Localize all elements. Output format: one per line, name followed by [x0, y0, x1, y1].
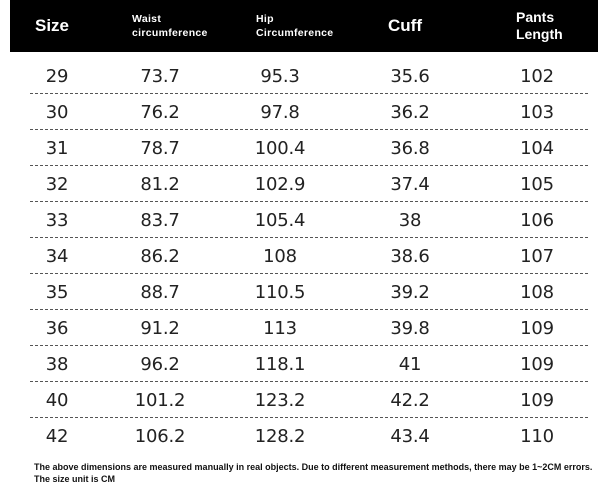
table-cell: 39.2: [390, 282, 430, 303]
table-cell: 110.5: [254, 282, 306, 303]
size-table-header: Size Waist circumference Hip Circumferen…: [10, 0, 598, 52]
table-cell: 97.8: [260, 102, 300, 123]
table-cell: 105.4: [254, 210, 306, 231]
table-row: 42 106.2 128.2 43.4 110: [30, 418, 588, 454]
table-cell: 42: [45, 426, 69, 447]
table-cell: 95.3: [260, 66, 300, 87]
table-row: 36 91.2 113 39.8 109: [30, 310, 588, 346]
table-cell: 113: [263, 318, 297, 339]
table-cell: 34: [45, 246, 69, 267]
header-pants-length: Pants Length: [516, 0, 586, 52]
header-size: Size: [35, 0, 105, 52]
table-cell: 101.2: [134, 390, 186, 411]
table-cell: 33: [45, 210, 69, 231]
table-cell: 40: [45, 390, 69, 411]
table-row: 38 96.2 118.1 41 109: [30, 346, 588, 382]
table-row: 35 88.7 110.5 39.2 108: [30, 274, 588, 310]
table-row: 34 86.2 108 38.6 107: [30, 238, 588, 274]
header-size-label: Size: [35, 16, 70, 35]
table-cell: 42.2: [390, 390, 430, 411]
table-cell: 35.6: [390, 66, 430, 87]
table-cell: 102.9: [254, 174, 306, 195]
header-pants-length-label: Pants Length: [516, 9, 563, 42]
table-cell: 36: [45, 318, 69, 339]
table-cell: 109: [520, 390, 554, 411]
table-cell: 128.2: [254, 426, 306, 447]
table-cell: 29: [45, 66, 69, 87]
table-cell: 110: [520, 426, 554, 447]
table-cell: 31: [45, 138, 69, 159]
table-cell: 76.2: [140, 102, 180, 123]
table-cell: 106.2: [134, 426, 186, 447]
table-row: 30 76.2 97.8 36.2 103: [30, 94, 588, 130]
table-cell: 38: [398, 210, 422, 231]
table-row: 40 101.2 123.2 42.2 109: [30, 382, 588, 418]
table-cell: 36.2: [390, 102, 430, 123]
table-cell: 41: [398, 354, 422, 375]
table-cell: 108: [520, 282, 554, 303]
table-cell: 106: [520, 210, 554, 231]
table-cell: 78.7: [140, 138, 180, 159]
table-row: 29 73.7 95.3 35.6 102: [30, 58, 588, 94]
table-cell: 81.2: [140, 174, 180, 195]
header-cuff: Cuff: [388, 0, 468, 52]
table-cell: 100.4: [254, 138, 306, 159]
table-cell: 104: [520, 138, 554, 159]
header-cuff-label: Cuff: [388, 16, 422, 35]
table-cell: 118.1: [254, 354, 306, 375]
table-cell: 109: [520, 354, 554, 375]
header-waist-label: Waist circumference: [132, 13, 208, 39]
table-cell: 123.2: [254, 390, 306, 411]
table-cell: 30: [45, 102, 69, 123]
table-cell: 105: [520, 174, 554, 195]
table-cell: 36.8: [390, 138, 430, 159]
table-cell: 43.4: [390, 426, 430, 447]
table-cell: 88.7: [140, 282, 180, 303]
measurement-note: The above dimensions are measured manual…: [34, 462, 593, 484]
table-row: 33 83.7 105.4 38 106: [30, 202, 588, 238]
header-hip-label: Hip Circumference: [256, 13, 334, 39]
table-cell: 86.2: [140, 246, 180, 267]
table-cell: 73.7: [140, 66, 180, 87]
header-hip: Hip Circumference: [256, 0, 366, 52]
table-row: 31 78.7 100.4 36.8 104: [30, 130, 588, 166]
table-cell: 107: [520, 246, 554, 267]
table-cell: 108: [263, 246, 297, 267]
table-cell: 109: [520, 318, 554, 339]
table-cell: 32: [45, 174, 69, 195]
table-cell: 38.6: [390, 246, 430, 267]
table-cell: 37.4: [390, 174, 430, 195]
table-cell: 91.2: [140, 318, 180, 339]
size-table-body: 29 73.7 95.3 35.6 102 30 76.2 97.8 36.2 103 31 78.7…: [30, 58, 588, 454]
table-cell: 102: [520, 66, 554, 87]
table-cell: 83.7: [140, 210, 180, 231]
table-cell: 39.8: [390, 318, 430, 339]
table-cell: 103: [520, 102, 554, 123]
table-row: 32 81.2 102.9 37.4 105: [30, 166, 588, 202]
table-cell: 38: [45, 354, 69, 375]
header-waist: Waist circumference: [132, 0, 242, 52]
table-cell: 96.2: [140, 354, 180, 375]
table-cell: 35: [45, 282, 69, 303]
